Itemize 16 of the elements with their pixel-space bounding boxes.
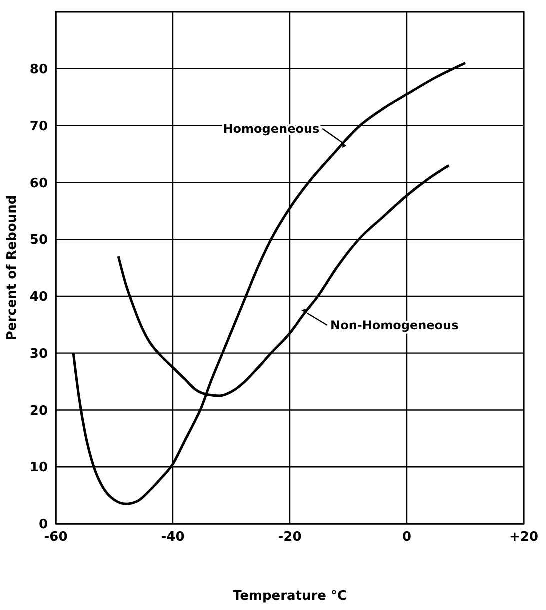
y-tick-label: 10 <box>30 460 48 476</box>
y-tick-label: 60 <box>30 176 48 192</box>
y-tick-label: 40 <box>30 290 48 306</box>
x-tick-label: -40 <box>161 530 185 546</box>
y-tick-label: 50 <box>30 233 48 248</box>
x-tick-label: -60 <box>44 530 68 546</box>
y-tick-label: 30 <box>30 346 48 362</box>
y-tick-label: 0 <box>38 518 48 533</box>
x-tick-label: -20 <box>278 530 302 546</box>
x-tick-label: 0 <box>402 530 412 546</box>
x-tick-label: +20 <box>510 530 538 546</box>
y-tick-label: 80 <box>30 62 48 78</box>
y-tick-label: 20 <box>30 404 48 419</box>
y-tick-label: 70 <box>30 119 48 134</box>
x-axis-title: Temperature °C <box>232 589 348 604</box>
y-axis-title: Percent of Rebound <box>5 195 20 341</box>
